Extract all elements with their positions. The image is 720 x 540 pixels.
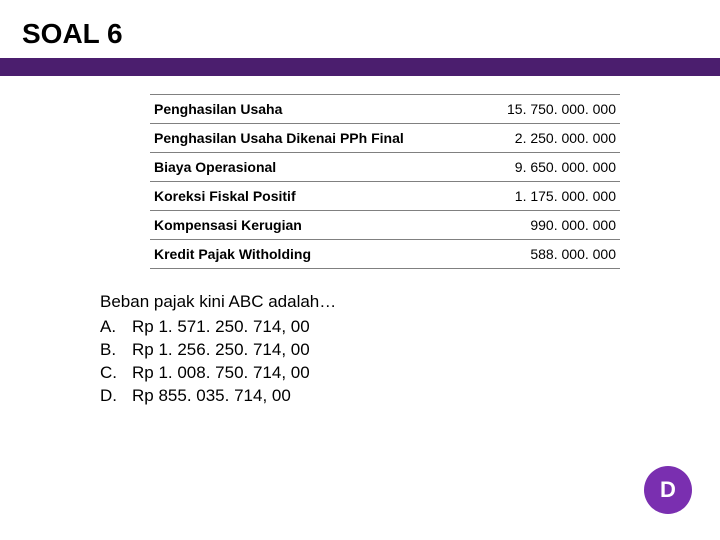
data-table: Penghasilan Usaha 15. 750. 000. 000 Peng… [150, 94, 620, 269]
question-block: Beban pajak kini ABC adalah… A. Rp 1. 57… [100, 291, 720, 408]
table-row: Kompensasi Kerugian 990. 000. 000 [150, 211, 620, 240]
row-value: 990. 000. 000 [473, 211, 620, 240]
data-table-container: Penghasilan Usaha 15. 750. 000. 000 Peng… [150, 94, 620, 269]
row-label: Penghasilan Usaha [150, 95, 473, 124]
option-text: Rp 855. 035. 714, 00 [132, 385, 291, 408]
table-row: Kredit Pajak Witholding 588. 000. 000 [150, 240, 620, 269]
table-row: Koreksi Fiskal Positif 1. 175. 000. 000 [150, 182, 620, 211]
row-label: Kompensasi Kerugian [150, 211, 473, 240]
table-row: Penghasilan Usaha 15. 750. 000. 000 [150, 95, 620, 124]
option-text: Rp 1. 008. 750. 714, 00 [132, 362, 310, 385]
option-a: A. Rp 1. 571. 250. 714, 00 [100, 316, 720, 339]
row-label: Penghasilan Usaha Dikenai PPh Final [150, 124, 473, 153]
row-label: Koreksi Fiskal Positif [150, 182, 473, 211]
row-label: Biaya Operasional [150, 153, 473, 182]
option-letter: C. [100, 362, 118, 385]
row-value: 2. 250. 000. 000 [473, 124, 620, 153]
option-letter: D. [100, 385, 118, 408]
header-bar [0, 58, 720, 76]
option-letter: A. [100, 316, 118, 339]
row-value: 1. 175. 000. 000 [473, 182, 620, 211]
option-text: Rp 1. 571. 250. 714, 00 [132, 316, 310, 339]
option-b: B. Rp 1. 256. 250. 714, 00 [100, 339, 720, 362]
option-text: Rp 1. 256. 250. 714, 00 [132, 339, 310, 362]
option-c: C. Rp 1. 008. 750. 714, 00 [100, 362, 720, 385]
row-value: 588. 000. 000 [473, 240, 620, 269]
option-letter: B. [100, 339, 118, 362]
option-d: D. Rp 855. 035. 714, 00 [100, 385, 720, 408]
table-row: Biaya Operasional 9. 650. 000. 000 [150, 153, 620, 182]
row-label: Kredit Pajak Witholding [150, 240, 473, 269]
slide-title: SOAL 6 [0, 0, 720, 58]
options-list: A. Rp 1. 571. 250. 714, 00 B. Rp 1. 256.… [100, 316, 720, 408]
row-value: 9. 650. 000. 000 [473, 153, 620, 182]
row-value: 15. 750. 000. 000 [473, 95, 620, 124]
answer-badge: D [644, 466, 692, 514]
table-row: Penghasilan Usaha Dikenai PPh Final 2. 2… [150, 124, 620, 153]
question-text: Beban pajak kini ABC adalah… [100, 291, 720, 314]
